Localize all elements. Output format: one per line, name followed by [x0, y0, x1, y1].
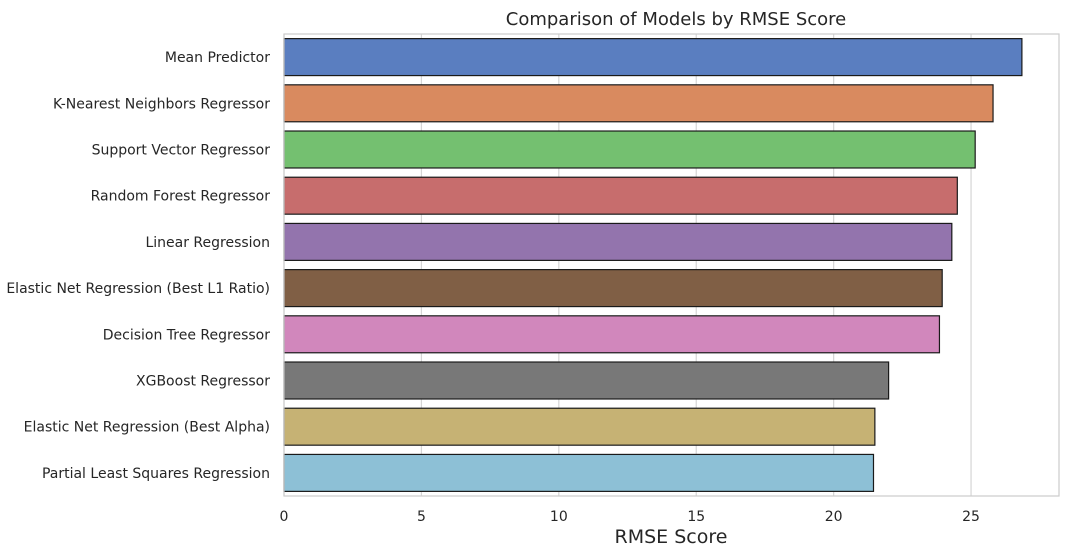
bar — [283, 407, 876, 446]
plot-border — [283, 33, 1060, 497]
bar — [283, 361, 890, 400]
category-label: Decision Tree Regressor — [103, 327, 270, 343]
bar — [283, 222, 953, 261]
bar — [283, 315, 941, 354]
x-tick-label: 10 — [550, 509, 568, 525]
category-label: K-Nearest Neighbors Regressor — [53, 96, 270, 112]
category-label: Partial Least Squares Regression — [42, 466, 270, 482]
x-tick-labels: 0 5 10 15 20 25 — [280, 509, 980, 525]
bar — [283, 130, 976, 169]
bars — [283, 38, 1023, 492]
bar — [283, 269, 943, 308]
category-label: Mean Predictor — [165, 50, 270, 66]
x-tick-label: 5 — [417, 509, 426, 525]
x-tick-label: 15 — [687, 509, 705, 525]
category-label: Elastic Net Regression (Best Alpha) — [24, 420, 270, 436]
x-axis-label: RMSE Score — [615, 526, 728, 548]
bar — [283, 38, 1023, 77]
bar — [283, 84, 994, 123]
bar — [283, 176, 958, 215]
bar — [283, 453, 875, 492]
plot-frame — [283, 33, 1060, 497]
category-label: Elastic Net Regression (Best L1 Ratio) — [6, 281, 270, 297]
chart-title: Comparison of Models by RMSE Score — [506, 9, 846, 30]
category-label: Support Vector Regressor — [92, 143, 271, 159]
category-label: Linear Regression — [145, 235, 270, 251]
category-label: Random Forest Regressor — [91, 189, 271, 205]
category-labels: Mean Predictor K-Nearest Neighbors Regres… — [6, 50, 270, 482]
category-label: XGBoost Regressor — [136, 374, 270, 390]
x-tick-label: 20 — [825, 509, 843, 525]
x-tick-label: 0 — [280, 509, 289, 525]
x-tick-label: 25 — [962, 509, 980, 525]
